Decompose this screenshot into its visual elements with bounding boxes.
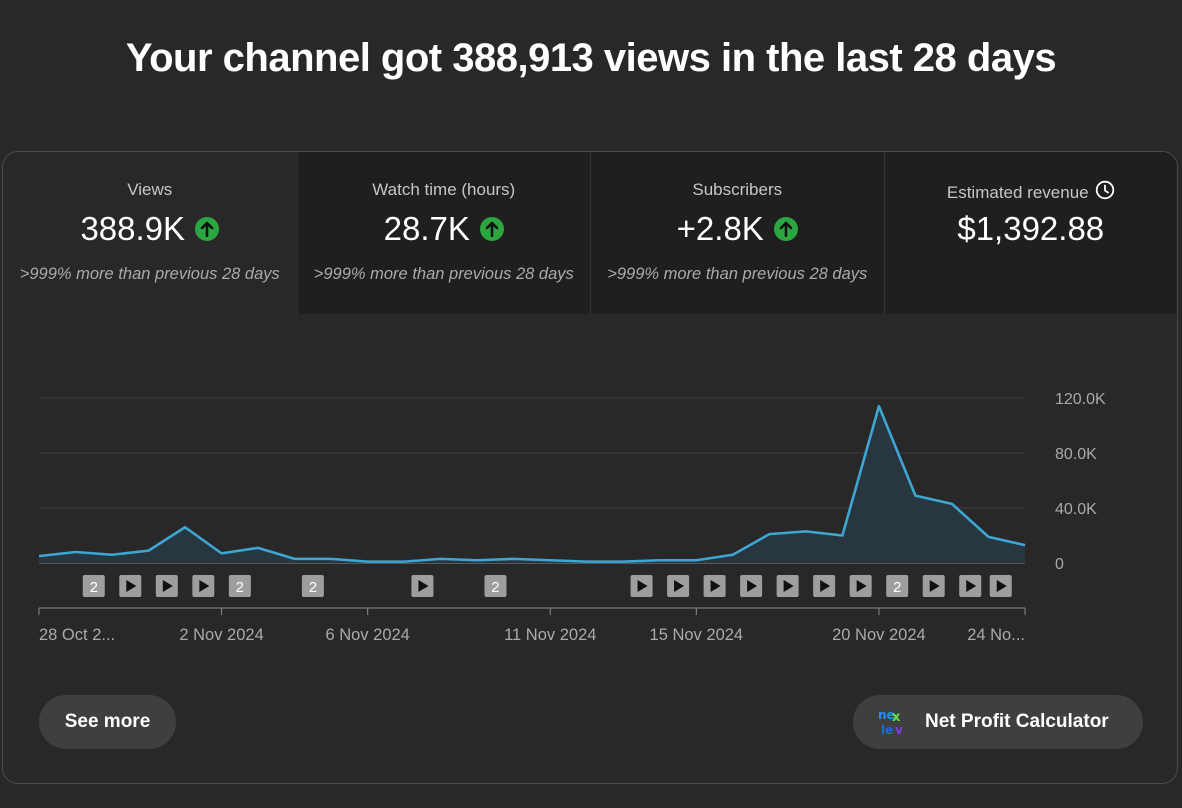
video-marker-play-icon[interactable] (155, 575, 178, 597)
video-marker-play-icon[interactable] (630, 575, 653, 597)
svg-text:2: 2 (491, 579, 499, 596)
data-point[interactable] (581, 556, 593, 568)
video-marker-play-icon[interactable] (192, 575, 215, 597)
x-tick-label: 15 Nov 2024 (650, 626, 744, 644)
x-tick-label: 20 Nov 2024 (832, 626, 926, 644)
net-profit-calculator-button[interactable]: ne x le v Net Profit Calculator (853, 695, 1143, 749)
metric-change: >999% more than previous 28 days (313, 265, 574, 283)
series-line (38, 404, 1026, 563)
video-marker-count[interactable]: 2 (301, 575, 324, 597)
net-profit-calculator-label: Net Profit Calculator (925, 711, 1109, 732)
metric-tab-revenue[interactable]: Estimated revenue $1,392.88 (883, 152, 1177, 314)
data-point[interactable] (982, 531, 994, 543)
video-marker-play-icon[interactable] (989, 575, 1012, 597)
x-tick-label: 28 Oct 2... (39, 626, 115, 644)
video-marker-play-icon[interactable] (813, 575, 836, 597)
metric-change: >999% more than previous 28 days (19, 265, 280, 283)
video-marker-play-icon[interactable] (667, 575, 690, 597)
data-point[interactable] (252, 542, 264, 554)
metric-tab-watch-time[interactable]: Watch time (hours) 28.7K >999% more than… (296, 152, 590, 314)
video-marker-play-icon[interactable] (119, 575, 142, 597)
metric-label: Watch time (hours) (372, 180, 516, 199)
page-headline: Your channel got 388,913 views in the la… (125, 36, 1057, 80)
svg-text:2: 2 (309, 579, 317, 596)
y-tick-label: 80.0K (1055, 446, 1097, 463)
svg-text:2: 2 (236, 579, 244, 596)
metric-tab-views[interactable]: Views 388.9K >999% more than previous 28… (3, 152, 297, 314)
video-marker-play-icon[interactable] (776, 575, 799, 597)
data-point[interactable] (362, 556, 374, 568)
data-point[interactable] (727, 549, 739, 561)
video-marker-play-icon[interactable] (703, 575, 726, 597)
video-marker-play-icon[interactable] (959, 575, 982, 597)
video-marker-count[interactable]: 2 (228, 575, 251, 597)
metric-tab-subscribers[interactable]: Subscribers +2.8K >999% more than previo… (590, 152, 884, 314)
data-point[interactable] (33, 550, 45, 562)
data-point[interactable] (435, 553, 447, 565)
data-point[interactable] (106, 549, 118, 561)
data-point[interactable] (690, 554, 702, 566)
analytics-card: Views 388.9K >999% more than previous 28… (2, 151, 1178, 784)
metric-change: >999% more than previous 28 days (607, 265, 868, 283)
metric-value: +2.8K (676, 210, 764, 247)
data-point[interactable] (325, 553, 337, 565)
video-marker-play-icon[interactable] (849, 575, 872, 597)
metric-tabs: Views 388.9K >999% more than previous 28… (3, 152, 1177, 314)
clock-icon[interactable] (1095, 180, 1115, 205)
data-point[interactable] (654, 554, 666, 566)
trend-up-icon (773, 217, 798, 241)
series-area (39, 406, 1025, 563)
metric-value: $1,392.88 (957, 210, 1105, 247)
data-point[interactable] (289, 553, 301, 565)
data-point[interactable] (508, 553, 520, 565)
data-point[interactable] (800, 525, 812, 537)
video-marker-play-icon[interactable] (740, 575, 763, 597)
metric-label: Estimated revenue (946, 182, 1089, 202)
data-point[interactable] (1019, 539, 1031, 551)
data-point[interactable] (763, 528, 775, 540)
data-point[interactable] (617, 556, 629, 568)
trend-up-icon (479, 217, 504, 241)
data-point[interactable] (398, 556, 410, 568)
data-point[interactable] (70, 546, 82, 558)
views-chart: 120.0K 80.0K 40.0K 0 2 2 2 2 2 28 Oct 2... 2 Nov 2… (33, 391, 1106, 644)
x-tick-label: 24 No... (967, 626, 1025, 644)
metric-value: 388.9K (80, 210, 186, 247)
data-point[interactable] (143, 545, 155, 557)
data-point[interactable] (946, 498, 958, 510)
x-tick-label: 6 Nov 2024 (325, 626, 409, 644)
data-point[interactable] (471, 554, 483, 566)
svg-text:2: 2 (893, 579, 901, 596)
video-marker-count[interactable]: 2 (82, 575, 105, 597)
video-marker-count[interactable]: 2 (484, 575, 507, 597)
data-point[interactable] (836, 530, 848, 542)
x-tick-label: 11 Nov 2024 (504, 626, 596, 644)
svg-text:x: x (892, 710, 901, 725)
data-point[interactable] (544, 554, 556, 566)
metric-value: 28.7K (383, 210, 470, 247)
video-marker-play-icon[interactable] (411, 575, 434, 597)
metric-label: Views (127, 180, 173, 199)
svg-text:2: 2 (90, 579, 98, 596)
svg-text:ne: ne (878, 708, 895, 722)
x-tick-label: 2 Nov 2024 (179, 626, 263, 644)
y-tick-label: 0 (1055, 556, 1064, 573)
svg-text:v: v (895, 723, 903, 737)
video-marker-play-icon[interactable] (922, 575, 945, 597)
data-point[interactable] (216, 547, 228, 559)
y-tick-label: 40.0K (1055, 501, 1097, 518)
data-point[interactable] (909, 490, 921, 502)
video-marker-count[interactable]: 2 (886, 575, 909, 597)
data-point[interactable] (179, 521, 191, 533)
nexlev-logo-icon: ne x le v (877, 707, 913, 737)
see-more-button[interactable]: See more (39, 695, 176, 749)
metric-label: Subscribers (692, 180, 783, 199)
trend-up-icon (195, 217, 220, 241)
y-tick-label: 120.0K (1055, 391, 1106, 408)
svg-text:le: le (881, 723, 893, 737)
data-point[interactable] (873, 400, 885, 412)
